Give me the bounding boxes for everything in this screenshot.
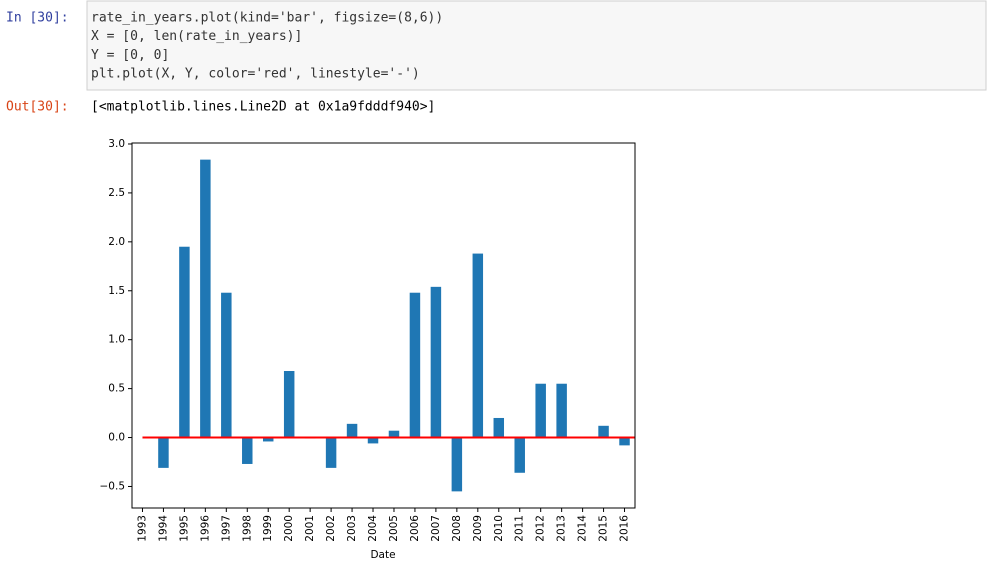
x-axis-label: Date <box>370 549 395 561</box>
in-prompt: In [30]: <box>6 11 69 26</box>
code-cell[interactable] <box>86 0 987 91</box>
bar <box>179 246 190 438</box>
bar <box>325 437 337 468</box>
code-line: X = [0, len(rate_in_years)] <box>91 29 302 44</box>
y-tick-label: 3.0 <box>108 138 125 150</box>
x-tick-label: 2012 <box>535 515 547 542</box>
x-tick-label: 2006 <box>409 515 421 542</box>
bar <box>200 159 211 438</box>
bar <box>535 383 546 438</box>
x-tick-label: 2003 <box>346 515 358 542</box>
x-tick-label: 2010 <box>493 515 505 542</box>
x-tick-label: 2001 <box>304 515 316 542</box>
bar <box>409 292 421 438</box>
y-tick-label: 0.0 <box>108 432 125 444</box>
x-tick-label: 2013 <box>556 515 568 542</box>
bar <box>556 383 567 438</box>
bar <box>430 286 442 438</box>
bar <box>346 423 358 438</box>
bar <box>514 437 525 473</box>
x-tick-label: 1995 <box>178 515 190 542</box>
x-tick-label: 2000 <box>283 515 295 542</box>
x-tick-label: 2016 <box>619 515 631 542</box>
x-tick-label: 2008 <box>451 515 463 542</box>
out-prompt: Out[30]: <box>6 100 69 115</box>
code-line: rate_in_years.plot(kind='bar', figsize=(… <box>91 11 443 26</box>
y-tick-label: 0.5 <box>108 383 125 395</box>
x-tick-label: 2002 <box>325 515 337 542</box>
bar <box>283 371 295 438</box>
bar <box>262 437 274 442</box>
bar <box>388 430 400 438</box>
bar <box>619 437 630 446</box>
code-line: Y = [0, 0] <box>91 48 169 63</box>
bar <box>598 425 609 438</box>
bar <box>221 292 232 438</box>
y-tick-label: 2.0 <box>108 236 125 248</box>
y-tick-label: 1.5 <box>108 285 125 297</box>
x-tick-label: 1994 <box>157 515 169 542</box>
output-text: [<matplotlib.lines.Line2D at 0x1a9fdddf9… <box>91 100 435 115</box>
x-tick-label: 1998 <box>241 515 253 542</box>
x-tick-label: 2007 <box>430 515 442 542</box>
x-tick-label: 1997 <box>220 515 232 542</box>
bar <box>158 437 169 468</box>
y-tick-label: 1.0 <box>108 334 125 346</box>
bar <box>451 437 463 492</box>
y-tick-label: 2.5 <box>108 187 125 199</box>
x-tick-label: 2015 <box>598 515 610 542</box>
plot-frame <box>131 142 636 509</box>
x-tick-label: 2004 <box>367 515 379 542</box>
x-tick-label: 2009 <box>472 515 484 542</box>
y-tick-label: −0.5 <box>100 480 126 492</box>
bar <box>242 437 253 464</box>
x-tick-label: 1999 <box>262 515 274 542</box>
x-tick-label: 1993 <box>136 515 148 542</box>
bar <box>472 253 484 438</box>
code-line: plt.plot(X, Y, color='red', linestyle='-… <box>91 67 420 82</box>
bar <box>367 437 379 444</box>
x-tick-label: 2005 <box>388 515 400 542</box>
x-tick-label: 2011 <box>514 515 526 542</box>
x-tick-label: 1996 <box>199 515 211 542</box>
x-tick-label: 2014 <box>577 515 589 542</box>
bar <box>493 417 505 438</box>
